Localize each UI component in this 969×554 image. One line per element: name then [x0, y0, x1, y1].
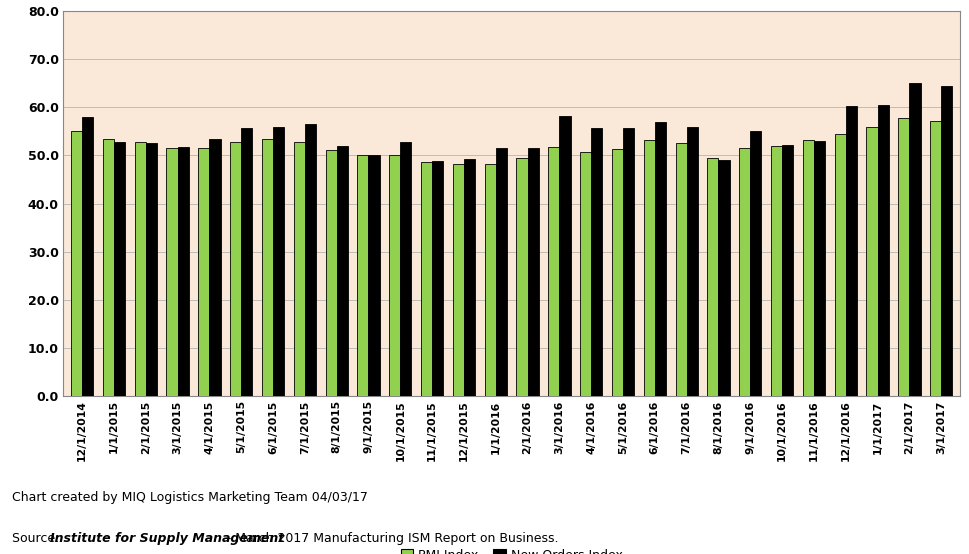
Bar: [484, 164, 495, 396]
Bar: [706, 158, 718, 396]
Bar: [103, 138, 113, 396]
Text: Chart created by MIQ Logistics Marketing Team 04/03/17: Chart created by MIQ Logistics Marketing…: [12, 491, 367, 504]
Bar: [431, 161, 443, 396]
Bar: [929, 121, 940, 396]
Bar: [527, 148, 538, 396]
Bar: [643, 140, 654, 396]
Bar: [400, 141, 411, 396]
Bar: [71, 131, 82, 396]
Bar: [877, 105, 888, 396]
Bar: [591, 127, 602, 396]
Bar: [326, 150, 336, 396]
Bar: [453, 164, 463, 396]
Bar: [262, 138, 272, 396]
Text: Source:: Source:: [12, 531, 63, 545]
Bar: [389, 155, 400, 396]
Bar: [559, 116, 570, 396]
Bar: [368, 155, 379, 396]
Bar: [113, 141, 125, 396]
Bar: [135, 141, 145, 396]
Bar: [865, 126, 877, 396]
Bar: [241, 127, 252, 396]
Bar: [940, 86, 952, 396]
Bar: [82, 117, 93, 396]
Bar: [781, 145, 793, 396]
Bar: [579, 152, 591, 396]
Bar: [770, 146, 781, 396]
Bar: [547, 147, 559, 396]
Bar: [686, 126, 697, 396]
Bar: [897, 119, 909, 396]
Bar: [177, 147, 189, 396]
Bar: [802, 140, 813, 396]
Bar: [167, 148, 177, 396]
Bar: [750, 131, 761, 396]
Bar: [304, 124, 316, 396]
Bar: [230, 142, 241, 396]
Bar: [421, 162, 431, 396]
Bar: [718, 160, 729, 396]
Bar: [209, 138, 220, 396]
Legend: PMI Index, New Orders Index: PMI Index, New Orders Index: [400, 548, 622, 554]
Bar: [495, 148, 507, 396]
Bar: [845, 106, 856, 396]
Bar: [516, 158, 527, 396]
Bar: [833, 134, 845, 396]
Bar: [336, 146, 348, 396]
Bar: [674, 143, 686, 396]
Bar: [294, 142, 304, 396]
Bar: [145, 143, 157, 396]
Bar: [198, 148, 209, 396]
Bar: [463, 160, 475, 396]
Bar: [909, 83, 920, 396]
Text: – March 2017 Manufacturing ISM Report on Business.: – March 2017 Manufacturing ISM Report on…: [221, 531, 558, 545]
Text: Institute for Supply Management: Institute for Supply Management: [50, 531, 284, 545]
Bar: [738, 148, 750, 396]
Bar: [622, 128, 634, 396]
Bar: [813, 141, 825, 396]
Bar: [654, 122, 666, 396]
Bar: [272, 126, 284, 396]
Bar: [357, 155, 368, 396]
Bar: [611, 149, 622, 396]
